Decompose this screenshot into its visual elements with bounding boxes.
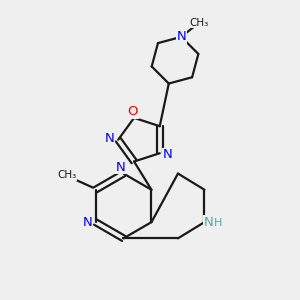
Text: N: N [176, 30, 186, 44]
Text: CH₃: CH₃ [189, 18, 208, 28]
Text: CH₃: CH₃ [57, 170, 76, 180]
Text: N: N [82, 216, 92, 229]
Text: N: N [105, 132, 115, 145]
Text: N: N [204, 216, 214, 229]
Text: N: N [163, 148, 173, 161]
Text: N: N [116, 160, 125, 174]
Text: O: O [127, 106, 138, 118]
Text: H: H [214, 218, 222, 228]
